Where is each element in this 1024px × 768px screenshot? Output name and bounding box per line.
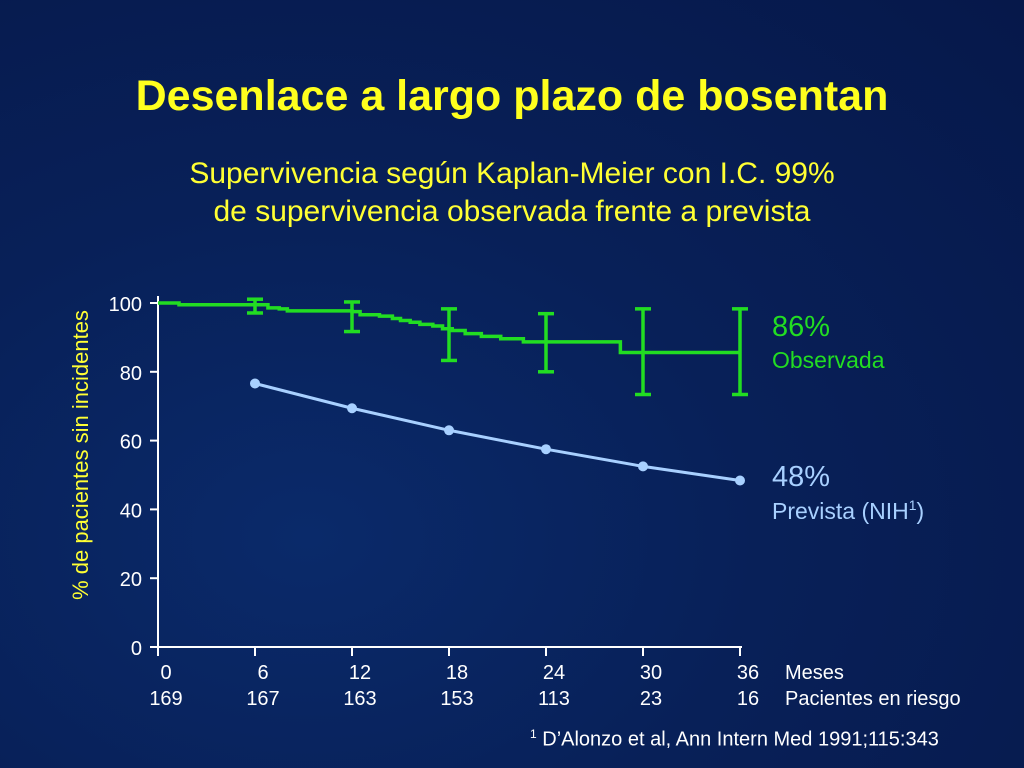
predicted-point (347, 403, 357, 414)
y-tick-label: 20 (120, 569, 142, 591)
footnote: 1 D’Alonzo et al, Ann Intern Med 1991;11… (530, 727, 939, 752)
at-risk-label: Pacientes en riesgo (785, 688, 961, 710)
predicted-point (250, 378, 260, 389)
predicted-series (250, 378, 745, 486)
x-tick-label: 12 (349, 662, 371, 684)
footnote-marker: 1 (530, 727, 537, 741)
y-tick-label: 60 (120, 432, 142, 454)
subtitle-line-2: de supervivencia observada frente a prev… (213, 195, 811, 228)
subtitle-line-1: Supervivencia según Kaplan-Meier con I.C… (189, 157, 835, 190)
at-risk-value: 163 (343, 688, 376, 710)
observed-series-name: Observada (772, 347, 885, 373)
at-risk-value: 23 (640, 688, 662, 710)
ci-bar (635, 307, 651, 397)
observed-end-label: 86% (772, 311, 830, 343)
x-tick-label: 18 (446, 662, 468, 684)
x-tick-label: 6 (257, 662, 268, 684)
y-axis-ticks: 0 20 40 60 80 100 (109, 294, 158, 660)
y-axis-label: % de pacientes sin incidentes (68, 310, 93, 600)
ci-bar (247, 297, 263, 315)
confidence-interval-bars (247, 297, 748, 397)
predicted-point (541, 444, 551, 455)
at-risk-value: 167 (246, 688, 279, 710)
predicted-end-label: 48% (772, 461, 830, 493)
ci-bar (344, 300, 360, 334)
x-tick-label: 24 (543, 662, 565, 684)
at-risk-value: 153 (440, 688, 473, 710)
y-tick-label: 0 (131, 638, 142, 660)
y-tick-label: 40 (120, 500, 142, 522)
predicted-point (444, 425, 454, 436)
at-risk-row: 169 167 163 153 113 23 16 (149, 688, 759, 710)
at-risk-value: 113 (538, 688, 570, 710)
footnote-text: D’Alonzo et al, Ann Intern Med 1991;115:… (536, 728, 939, 751)
ci-bar (538, 311, 554, 374)
ci-bar (732, 307, 748, 397)
predicted-series-name: Prevista (NIH1) (772, 497, 924, 524)
predicted-line (254, 382, 741, 482)
at-risk-value: 16 (737, 688, 759, 710)
x-axis-ticks: 0 6 12 18 24 30 36 (157, 647, 759, 684)
slide-subtitle: Supervivencia según Kaplan-Meier con I.C… (0, 155, 1024, 231)
x-tick-label: 36 (737, 662, 759, 684)
predicted-point (735, 475, 745, 486)
y-tick-label: 80 (120, 363, 142, 385)
y-tick-label: 100 (109, 294, 142, 316)
ci-bar (441, 307, 457, 363)
observed-series (158, 301, 740, 355)
observed-step-line (158, 301, 740, 355)
predicted-point (638, 461, 648, 472)
x-tick-label: 0 (160, 662, 171, 684)
x-axis-label: Meses (785, 662, 844, 684)
x-tick-label: 30 (640, 662, 662, 684)
slide-title: Desenlace a largo plazo de bosentan (135, 72, 889, 120)
at-risk-value: 169 (149, 688, 182, 710)
